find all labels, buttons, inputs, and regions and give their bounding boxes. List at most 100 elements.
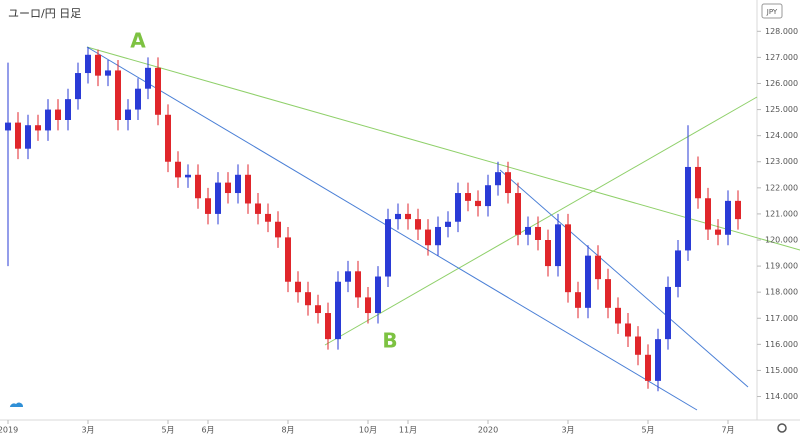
candle-body xyxy=(395,213,401,220)
candle-body xyxy=(445,221,451,227)
x-tick-label: 5月 xyxy=(161,426,174,435)
candle-body xyxy=(355,271,361,298)
candle-body xyxy=(735,200,741,220)
candle-body xyxy=(5,122,11,131)
y-tick-label: 127.000 xyxy=(765,53,798,62)
candle-body xyxy=(605,279,611,308)
candle-body xyxy=(625,323,631,337)
candle-body xyxy=(685,166,691,251)
y-tick-label: 117.000 xyxy=(765,314,798,323)
candle-body xyxy=(585,255,591,308)
candle-body xyxy=(385,219,391,277)
currency-label: JPY xyxy=(766,8,778,16)
candle-body xyxy=(705,198,711,230)
candle-body xyxy=(85,54,91,74)
candle-body xyxy=(115,70,121,120)
candle-body xyxy=(565,224,571,293)
x-tick-label: 5月 xyxy=(641,426,654,435)
candle-body xyxy=(335,281,341,340)
candle-body xyxy=(715,229,721,235)
candle-body xyxy=(215,182,221,214)
candle-body xyxy=(475,200,481,207)
candle-body xyxy=(375,276,381,314)
candle-body xyxy=(435,226,441,246)
chart-title: ユーロ/円 日足 xyxy=(8,7,81,20)
candle-body xyxy=(305,292,311,306)
y-tick-label: 115.000 xyxy=(765,366,798,375)
x-tick-label: 7月 xyxy=(721,426,734,435)
candle-body xyxy=(55,109,61,120)
candle-body xyxy=(315,305,321,314)
candle-body xyxy=(165,114,171,162)
y-tick-label: 119.000 xyxy=(765,262,798,271)
candle-body xyxy=(485,185,491,207)
candle-body xyxy=(225,182,231,194)
candle-body xyxy=(275,221,281,238)
annotation: B xyxy=(382,329,397,353)
candle-body xyxy=(135,88,141,110)
x-tick-label: 8月 xyxy=(281,426,294,435)
trend-line xyxy=(499,169,749,388)
candle-body xyxy=(25,125,31,149)
candle-body xyxy=(425,229,431,246)
candle-body xyxy=(285,237,291,282)
candle-body xyxy=(515,193,521,235)
candle-body xyxy=(95,54,101,76)
candle-body xyxy=(545,240,551,267)
candle-body xyxy=(615,307,621,324)
candle-body xyxy=(175,161,181,178)
candle-body xyxy=(465,193,471,201)
candle-body xyxy=(665,286,671,340)
cloud-icon[interactable] xyxy=(9,402,24,408)
currency-badge xyxy=(761,3,783,19)
candle-body xyxy=(145,67,151,89)
candle-body xyxy=(35,125,41,131)
candle-body xyxy=(405,213,411,220)
candle-body xyxy=(555,224,561,267)
candle-body xyxy=(695,166,701,199)
y-tick-label: 121.000 xyxy=(765,209,798,218)
y-tick-label: 128.000 xyxy=(765,27,798,36)
candle-body xyxy=(655,339,661,381)
candle-body xyxy=(155,67,161,115)
x-tick-label: 11月 xyxy=(399,426,417,435)
candle-body xyxy=(65,99,71,120)
x-tick-label: 2019 xyxy=(0,426,18,435)
candle-body xyxy=(295,281,301,293)
candle-body xyxy=(345,271,351,282)
candle-body xyxy=(75,73,81,100)
candle-body xyxy=(45,109,51,131)
candle-body xyxy=(125,109,131,120)
y-tick-label: 114.000 xyxy=(765,392,798,401)
candle-body xyxy=(185,174,191,178)
candle-body xyxy=(265,213,271,222)
candle-body xyxy=(365,297,371,314)
y-tick-label: 122.000 xyxy=(765,183,798,192)
y-tick-label: 118.000 xyxy=(765,288,798,297)
x-tick-label: 10月 xyxy=(359,426,377,435)
annotation: A xyxy=(130,29,146,53)
candle-body xyxy=(455,193,461,222)
candle-body xyxy=(415,219,421,230)
candle-body xyxy=(535,226,541,240)
x-tick-label: 2020 xyxy=(478,426,498,435)
y-tick-label: 123.000 xyxy=(765,157,798,166)
candle-body xyxy=(245,174,251,204)
candle-body xyxy=(645,354,651,381)
y-tick-label: 116.000 xyxy=(765,340,798,349)
candle-body xyxy=(575,292,581,308)
y-tick-label: 126.000 xyxy=(765,79,798,88)
candle-body xyxy=(505,172,511,194)
candle-body xyxy=(675,250,681,287)
candle-body xyxy=(635,336,641,355)
trend-lines xyxy=(86,46,800,411)
candle-body xyxy=(495,172,501,186)
x-tick-label: 6月 xyxy=(201,426,214,435)
x-tick-label: 3月 xyxy=(81,426,94,435)
candle-body xyxy=(105,70,111,76)
y-tick-label: 124.000 xyxy=(765,131,798,140)
candle-body xyxy=(235,174,241,194)
x-tick-label: 3月 xyxy=(561,426,574,435)
settings-icon[interactable] xyxy=(777,423,787,433)
